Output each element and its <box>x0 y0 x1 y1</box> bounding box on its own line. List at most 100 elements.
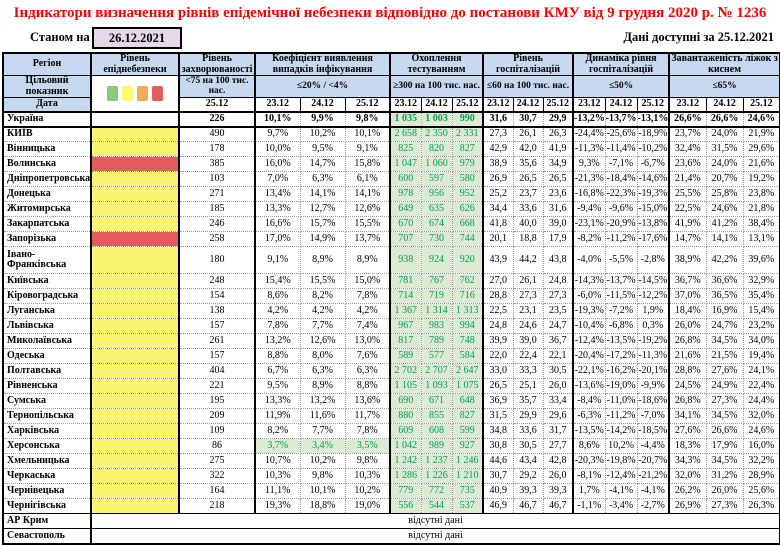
testing-coverage-value: 1 242 <box>389 453 422 469</box>
oxygen-beds-value: 36,5% <box>705 288 744 304</box>
hospitalization-level-value: 27,0 <box>482 273 514 289</box>
incidence-value: 218 <box>178 498 256 514</box>
oxygen-beds-value: 34,3% <box>668 453 707 469</box>
detection-coef-value: 10,1% <box>299 483 346 499</box>
hospitalization-dynamics-value: -9,6% <box>604 201 638 217</box>
incidence-value: 86 <box>178 438 256 454</box>
region-name: Тернопільська <box>2 408 92 424</box>
oxygen-beds-value: 21,8% <box>742 201 780 217</box>
hospitalization-dynamics-value: -5,5% <box>604 246 638 274</box>
table-row: Запорізька 258 17,0% 14,9% 13,7% 707 730 744 20,… <box>2 231 780 247</box>
testing-coverage-value: 1 042 <box>389 438 422 454</box>
region-name: Миколаївська <box>2 333 92 349</box>
incidence-value: 185 <box>178 201 256 217</box>
hospitalization-level-value: 46,7 <box>542 498 574 514</box>
oxygen-beds-value: 32,0% <box>742 408 780 424</box>
hospitalization-dynamics-value: -9,9% <box>636 378 670 394</box>
testing-coverage-value: 556 <box>389 498 422 514</box>
region-name: Запорізька <box>2 231 92 247</box>
hospitalization-level-value: 39,0 <box>542 216 574 232</box>
target-oxygen-beds: ≤65% <box>668 75 780 98</box>
oxygen-beds-value: 34,1% <box>668 408 707 424</box>
danger-level-cell <box>90 186 180 202</box>
oxygen-beds-value: 17,9% <box>705 438 744 454</box>
oxygen-beds-value: 16,9% <box>705 303 744 319</box>
testing-coverage-value: 674 <box>420 216 453 232</box>
testing-coverage-value: 2 658 <box>389 126 422 142</box>
detection-coef-value: 13,2% <box>299 393 346 409</box>
hospitalization-dynamics-value: -14,3% <box>572 273 606 289</box>
hospitalization-dynamics-value: -18,9% <box>636 126 670 142</box>
hospitalization-dynamics-value: -12,4% <box>572 333 606 349</box>
hospitalization-level-value: 24,8 <box>542 273 574 289</box>
hospitalization-level-value: 31,5 <box>482 408 514 424</box>
incidence-value: 138 <box>178 303 256 319</box>
page-title: Індикатори визначення рівнів епідемічної… <box>13 5 767 21</box>
as-of-label: Станом на <box>30 30 90 44</box>
oxygen-beds-value: 32,9% <box>742 273 780 289</box>
hospitalization-level-value: 31,7 <box>542 423 574 439</box>
hospitalization-dynamics-value: -11,2% <box>604 231 638 247</box>
oxygen-beds-value: 34,5% <box>705 453 744 469</box>
hospitalization-dynamics-value: -14,6% <box>636 171 670 187</box>
oxygen-beds-value: 21,6% <box>742 156 780 172</box>
table-row: Чернівецька 164 11,1% 10,1% 10,2% 779 772 735 40… <box>2 483 780 499</box>
hospitalization-level-value: 24,7 <box>542 318 574 334</box>
detection-coef-value: 7,7% <box>299 423 346 439</box>
incidence-value: 180 <box>178 246 256 274</box>
table-row: Полтавська 404 6,7% 6,3% 6,3% 2 702 2 707 2 647… <box>2 363 780 379</box>
hospitalization-level-value: 39,9 <box>482 333 514 349</box>
table-row: Херсонська 86 3,7% 3,4% 3,5% 1 042 989 927 30,8 3… <box>2 438 780 454</box>
testing-coverage-value: 2 707 <box>420 363 453 379</box>
table-row: Дніпропетровська 103 7,0% 6,3% 6,1% 600 597 580… <box>2 171 780 187</box>
table-row: АР Крим відсутні дані <box>2 513 780 529</box>
hospitalization-level-value: 43,8 <box>542 246 574 274</box>
hospitalization-dynamics-value: -20,1% <box>636 363 670 379</box>
hospitalization-dynamics-value: -19,2% <box>636 333 670 349</box>
date-beds-23.12: 23.12 <box>668 97 707 112</box>
hospitalization-dynamics-value: -19,3% <box>636 186 670 202</box>
incidence-value: 157 <box>178 318 256 334</box>
oxygen-beds-value: 26,8% <box>668 333 707 349</box>
region-name: Черкаська <box>2 468 92 484</box>
table-row: Івано-Франківська 180 9,1% 8,9% 8,9% 938 924 92… <box>2 246 780 274</box>
hospitalization-dynamics-value: -6,0% <box>572 288 606 304</box>
table-row: Волинська 385 16,0% 14,7% 15,8% 1 047 1 060 979… <box>2 156 780 172</box>
detection-coef-value: 11,1% <box>254 483 301 499</box>
testing-coverage-value: 600 <box>389 171 422 187</box>
testing-coverage-value: 762 <box>451 273 484 289</box>
testing-coverage-value: 979 <box>451 156 484 172</box>
oxygen-beds-value: 23,7% <box>668 126 707 142</box>
danger-level-cell <box>90 318 180 334</box>
hospitalization-level-value: 27,3 <box>512 288 544 304</box>
table-body: Україна 226 10,1% 9,9% 9,8% 1 035 1 003 990 31,6… <box>2 110 780 544</box>
hospitalization-dynamics-value: -14,5% <box>636 273 670 289</box>
col-header-hospitalization-dynamics: Динаміка рівня госпіталізацій <box>572 52 670 76</box>
detection-coef-value: 4,2% <box>254 303 301 319</box>
oxygen-beds-value: 28,9% <box>742 468 780 484</box>
oxygen-beds-value: 16,0% <box>742 438 780 454</box>
oxygen-beds-value: 35,4% <box>742 288 780 304</box>
col-header-oxygen-beds: Завантаженість ліжок з киснем <box>668 52 780 76</box>
col-header-region: Регіон <box>2 52 92 76</box>
testing-coverage-value: 990 <box>451 110 484 128</box>
table-row: КИЇВ 490 9,7% 10,2% 10,1% 2 658 2 350 2 331 27,3… <box>2 126 780 142</box>
hospitalization-level-value: 44,2 <box>512 246 544 274</box>
testing-coverage-value: 609 <box>389 423 422 439</box>
detection-coef-value: 14,1% <box>299 186 346 202</box>
oxygen-beds-value: 34,5% <box>705 408 744 424</box>
hospitalization-level-value: 44,6 <box>482 453 514 469</box>
detection-coef-value: 16,6% <box>254 216 301 232</box>
detection-coef-value: 14,1% <box>344 186 391 202</box>
hospitalization-level-value: 41,9 <box>542 141 574 157</box>
detection-coef-value: 6,3% <box>299 171 346 187</box>
incidence-value: 226 <box>178 110 256 128</box>
danger-level-cell <box>90 303 180 319</box>
testing-coverage-value: 648 <box>451 393 484 409</box>
hospitalization-dynamics-value: 0,3% <box>636 318 670 334</box>
oxygen-beds-value: 27,6% <box>668 423 707 439</box>
detection-coef-value: 19,0% <box>344 498 391 514</box>
hospitalization-dynamics-value: -4,4% <box>636 438 670 454</box>
hospitalization-level-value: 39,3 <box>512 483 544 499</box>
table-row: Кіровоградська 154 8,6% 8,2% 7,8% 714 719 716 28… <box>2 288 780 304</box>
